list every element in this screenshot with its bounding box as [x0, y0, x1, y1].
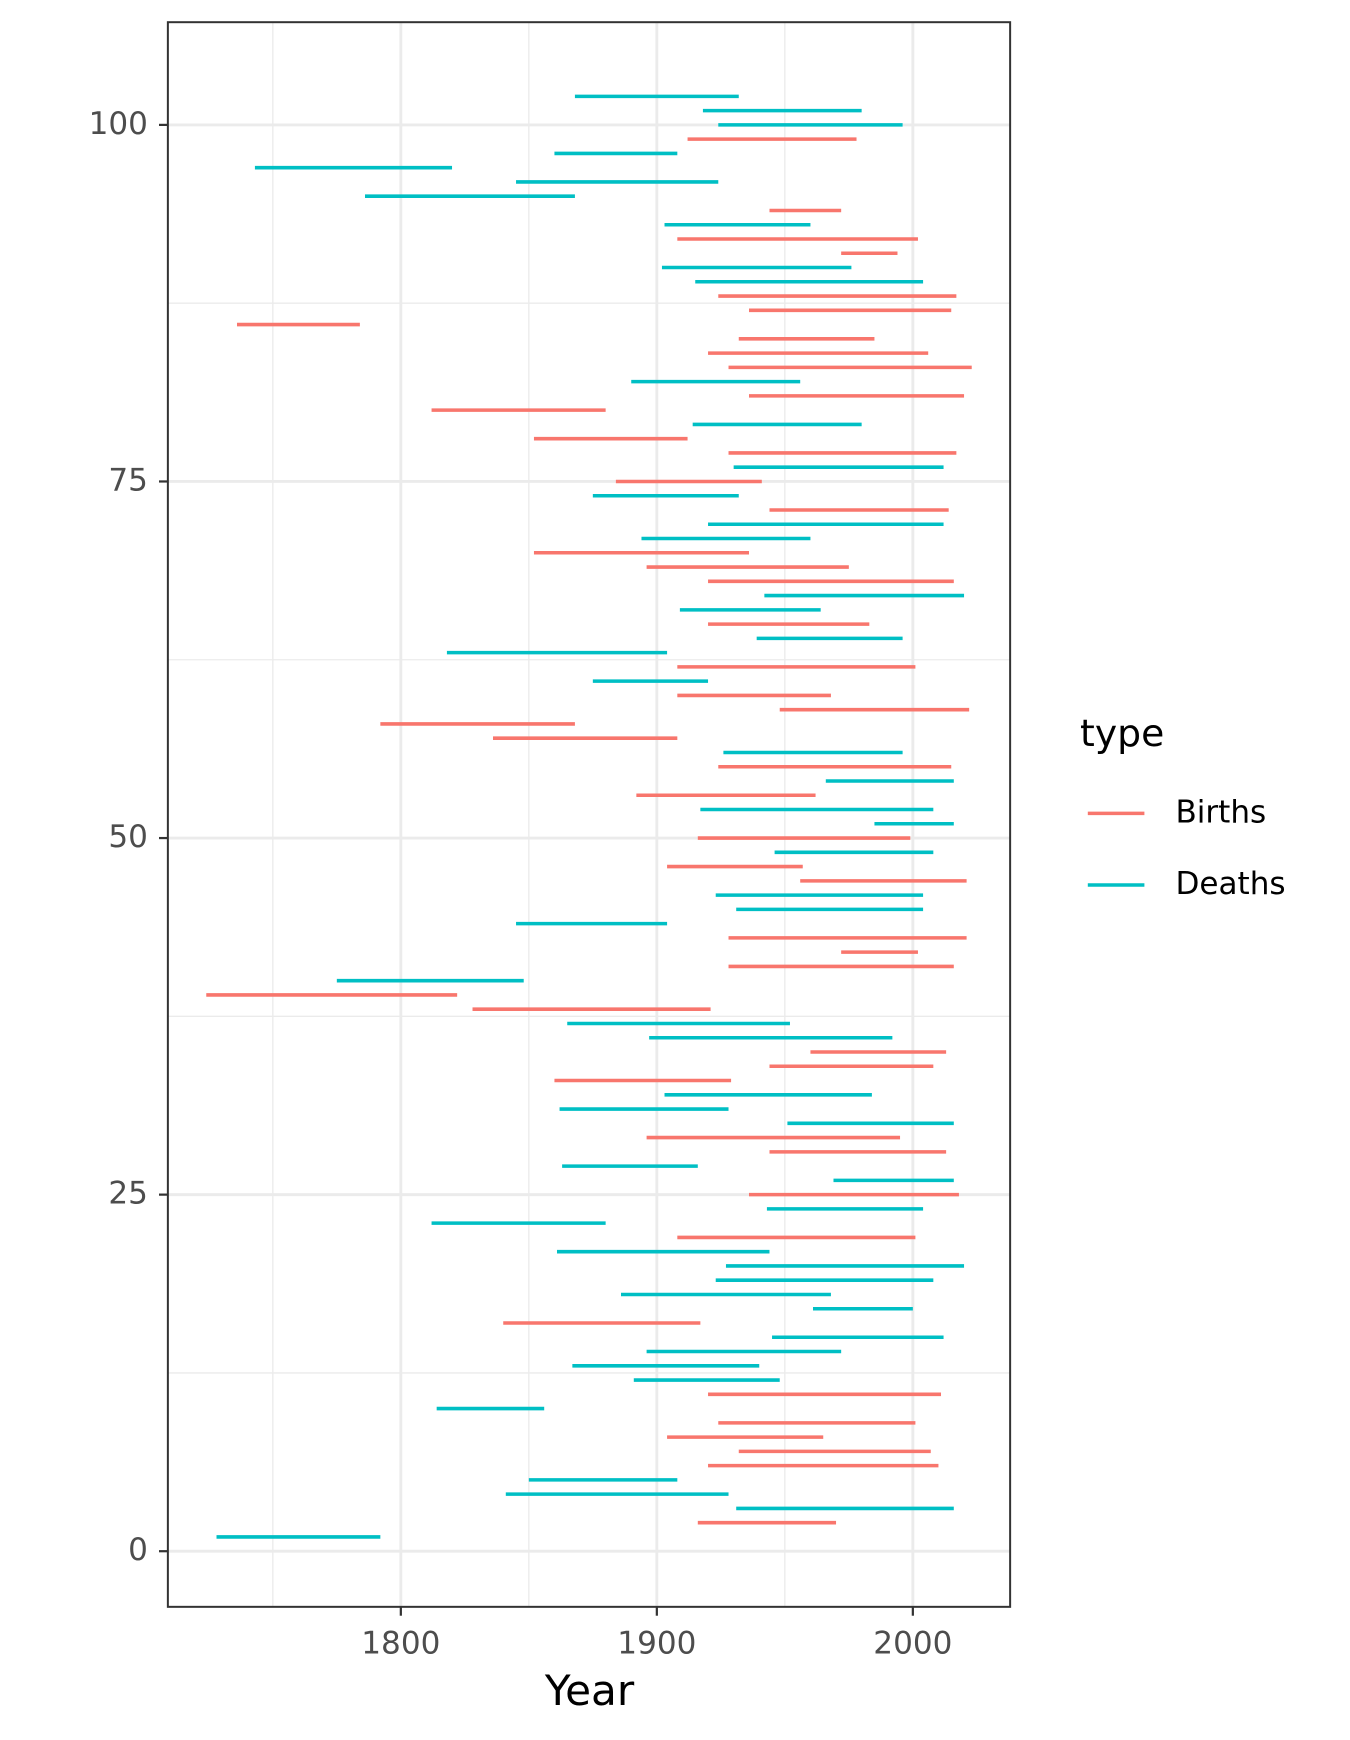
- legend-label: Births: [1175, 794, 1266, 830]
- y-tick-label: 50: [108, 819, 148, 855]
- x-tick-label: 1800: [361, 1626, 440, 1662]
- y-tick-label: 75: [108, 462, 148, 498]
- y-tick-label: 0: [128, 1532, 148, 1568]
- x-axis-title: Year: [544, 1666, 635, 1715]
- y-tick-label: 100: [89, 106, 148, 142]
- panel-background: [167, 22, 1011, 1607]
- x-tick-label: 2000: [873, 1626, 952, 1662]
- x-tick-label: 1900: [617, 1626, 696, 1662]
- legend-title: type: [1080, 711, 1164, 755]
- y-tick-label: 25: [108, 1176, 148, 1212]
- panel-border: [166, 21, 1012, 1608]
- legend-label: Deaths: [1175, 866, 1285, 902]
